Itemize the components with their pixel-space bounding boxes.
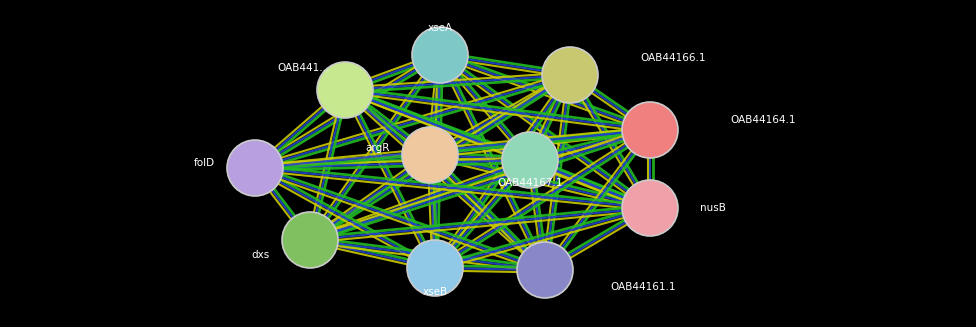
- Circle shape: [282, 212, 338, 268]
- Text: xseA: xseA: [427, 23, 453, 33]
- Circle shape: [502, 132, 558, 188]
- Text: xseB: xseB: [423, 287, 448, 297]
- Circle shape: [317, 62, 373, 118]
- Text: OAB44166.1: OAB44166.1: [640, 53, 706, 63]
- Text: OAB44167.1: OAB44167.1: [497, 178, 563, 188]
- Circle shape: [402, 127, 458, 183]
- Circle shape: [412, 27, 468, 83]
- Text: folD: folD: [194, 158, 215, 168]
- Text: OAB441...: OAB441...: [277, 63, 330, 73]
- Circle shape: [622, 102, 678, 158]
- Circle shape: [227, 140, 283, 196]
- Text: nusB: nusB: [700, 203, 726, 213]
- Circle shape: [407, 240, 463, 296]
- Circle shape: [542, 47, 598, 103]
- Text: OAB44164.1: OAB44164.1: [730, 115, 795, 125]
- Circle shape: [517, 242, 573, 298]
- Text: OAB44161.1: OAB44161.1: [610, 282, 675, 292]
- Text: argR: argR: [366, 143, 390, 153]
- Circle shape: [622, 180, 678, 236]
- Text: dxs: dxs: [252, 250, 270, 260]
